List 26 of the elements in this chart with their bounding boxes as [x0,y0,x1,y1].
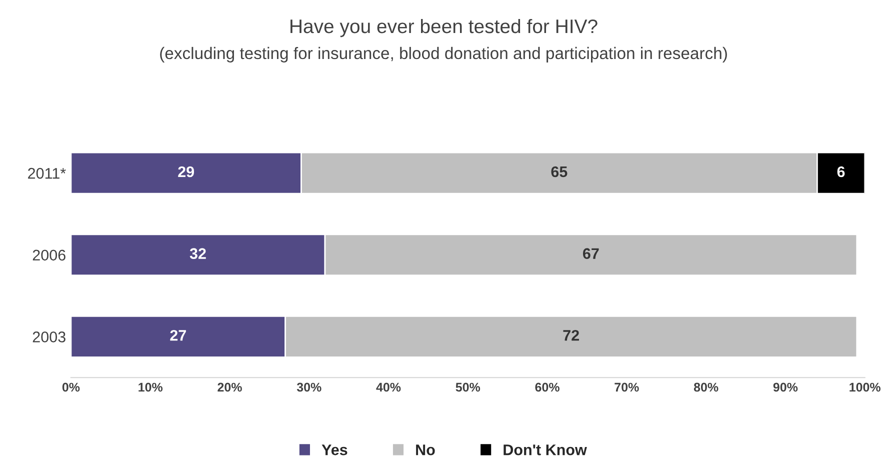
x-tick-label: 60% [535,382,560,392]
x-tick-label: 10% [138,382,163,392]
x-tick-label: 0% [62,382,80,392]
x-tick-label: 80% [694,382,718,392]
chart-subtitle: (excluding testing for insurance, blood donation and participation in research) [160,46,727,62]
legend-label: No [416,444,435,456]
data-label: 32 [190,248,206,260]
data-label: 67 [583,248,599,259]
data-label: 29 [178,166,194,178]
data-label: 65 [551,166,568,178]
data-label: 6 [837,166,845,178]
x-tick-label: 50% [456,382,480,392]
legend-label: Yes [322,444,348,456]
x-tick-label: 20% [218,382,242,392]
x-tick-label: 40% [376,382,401,392]
legend-label: Don't Know [504,444,587,456]
x-tick-label: 100% [850,382,880,392]
y-tick-label: 2003 [32,332,66,342]
data-label: 27 [170,330,186,341]
data-label: 72 [563,330,579,341]
y-tick-label: 2011* [28,168,66,179]
y-tick-label: 2006 [32,250,66,261]
x-tick-label: 90% [773,382,798,392]
x-tick-label: 30% [296,382,322,392]
chart-title: Have you ever been tested for HIV? [290,18,598,38]
x-tick-label: 70% [614,382,639,392]
